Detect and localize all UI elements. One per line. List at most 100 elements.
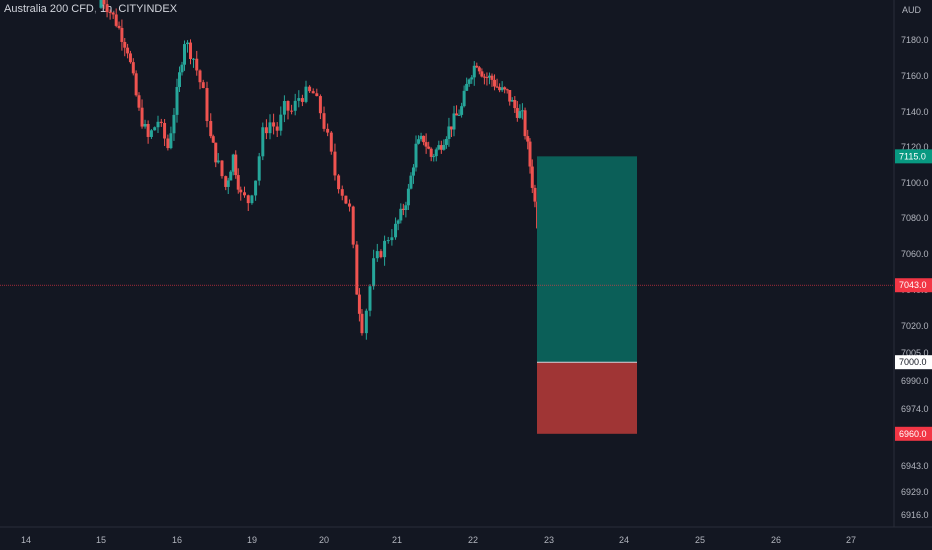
candle-body bbox=[360, 313, 364, 334]
time-tick-label: 16 bbox=[172, 535, 182, 545]
candle-body bbox=[348, 203, 352, 207]
candle-body bbox=[419, 135, 423, 140]
candle-body bbox=[386, 240, 390, 242]
candle-body bbox=[439, 145, 443, 150]
candle-body bbox=[427, 146, 431, 149]
price-tick-label: 6990.0 bbox=[901, 376, 929, 386]
stop-loss-price-label: 6960.0 bbox=[899, 429, 927, 439]
candle-body bbox=[355, 244, 359, 295]
candle-body bbox=[465, 83, 469, 91]
candle-body bbox=[297, 98, 301, 101]
candle-body bbox=[372, 258, 376, 287]
candle-body bbox=[137, 95, 141, 108]
candle-body bbox=[515, 108, 519, 118]
candle-body bbox=[178, 72, 181, 87]
candle-body bbox=[268, 122, 272, 134]
candle-body bbox=[457, 114, 461, 116]
candle-body bbox=[163, 122, 167, 139]
candle-body bbox=[401, 208, 405, 211]
candle-body bbox=[462, 90, 466, 107]
candle-body bbox=[140, 107, 144, 127]
currency-label: AUD bbox=[902, 5, 922, 15]
candle-body bbox=[470, 77, 474, 80]
price-tick-label: 6916.0 bbox=[901, 510, 929, 520]
candle-body bbox=[480, 71, 484, 77]
price-tick-label: 7060.0 bbox=[901, 249, 929, 259]
candle-body bbox=[239, 189, 243, 193]
candle-body bbox=[447, 126, 451, 139]
time-tick-label: 20 bbox=[319, 535, 329, 545]
candle-body bbox=[205, 88, 209, 122]
candle-body bbox=[159, 121, 163, 123]
time-tick-label: 26 bbox=[771, 535, 781, 545]
candle-body bbox=[340, 189, 344, 196]
candle-body bbox=[375, 251, 379, 259]
candle-body bbox=[329, 132, 333, 152]
time-axis: 14 15 16 19 20 21 22 23 24 25 26 27 bbox=[21, 535, 856, 545]
candle-body bbox=[500, 87, 504, 91]
symbol-name: Australia 200 CFD bbox=[4, 3, 94, 15]
candle-body bbox=[357, 294, 361, 314]
candle-body bbox=[444, 138, 448, 145]
candle-body bbox=[198, 70, 202, 83]
candle-body bbox=[264, 127, 268, 134]
candle-body bbox=[134, 73, 138, 96]
candle-body bbox=[406, 188, 410, 206]
candle-body bbox=[449, 126, 453, 130]
entry-price-tag bbox=[895, 355, 932, 370]
candle-body bbox=[186, 42, 189, 45]
candle-body bbox=[172, 114, 176, 134]
candle-body bbox=[246, 195, 250, 204]
candle-body bbox=[209, 121, 213, 137]
candle-body bbox=[333, 151, 337, 176]
candle-body bbox=[344, 195, 348, 204]
candle-body bbox=[234, 154, 238, 176]
candle-body bbox=[337, 175, 341, 190]
candle-body bbox=[485, 77, 489, 79]
candle-body bbox=[318, 96, 322, 114]
candle-body bbox=[467, 79, 471, 84]
position-stop-zone[interactable] bbox=[537, 362, 637, 434]
candle-body bbox=[102, 0, 106, 5]
candle-body bbox=[351, 206, 355, 245]
candle-body bbox=[404, 205, 408, 211]
take-profit-price-label: 7115.0 bbox=[899, 151, 926, 161]
price-tick-label: 7140.0 bbox=[901, 107, 929, 117]
candle-body bbox=[236, 175, 240, 190]
candle-body bbox=[414, 143, 418, 168]
time-tick-label: 19 bbox=[247, 535, 257, 545]
candle-body bbox=[487, 75, 491, 78]
candle-body bbox=[153, 127, 157, 131]
candle-body bbox=[257, 156, 261, 181]
take-profit-price-tag bbox=[895, 149, 932, 164]
candle-body bbox=[482, 76, 486, 78]
candle-body bbox=[460, 106, 464, 115]
candle-body bbox=[495, 86, 499, 88]
candle-body bbox=[455, 113, 459, 116]
candle-body bbox=[475, 65, 479, 68]
candle-body bbox=[379, 251, 383, 258]
candle-body bbox=[477, 67, 481, 72]
candle-body bbox=[513, 100, 517, 109]
candle-body bbox=[131, 62, 135, 74]
position-target-zone[interactable] bbox=[537, 156, 637, 363]
candle-body bbox=[146, 123, 150, 137]
candle-body bbox=[293, 100, 297, 111]
candle-body bbox=[311, 91, 315, 94]
time-tick-label: 15 bbox=[96, 535, 106, 545]
exchange-label: CITYINDEX bbox=[118, 3, 178, 15]
candle-body bbox=[322, 113, 326, 129]
candle-body bbox=[250, 195, 254, 204]
time-tick-label: 23 bbox=[544, 535, 554, 545]
candle-body bbox=[432, 156, 436, 158]
candle-body bbox=[429, 148, 433, 157]
candle-body bbox=[261, 127, 265, 157]
candle-body bbox=[315, 93, 319, 97]
candle-body bbox=[399, 208, 403, 221]
candle-body bbox=[409, 175, 413, 189]
price-tick-label: 7160.0 bbox=[901, 71, 929, 81]
stop-loss-price-tag bbox=[895, 426, 932, 441]
candle-body bbox=[216, 160, 220, 163]
price-tick-label: 7180.0 bbox=[901, 35, 929, 45]
